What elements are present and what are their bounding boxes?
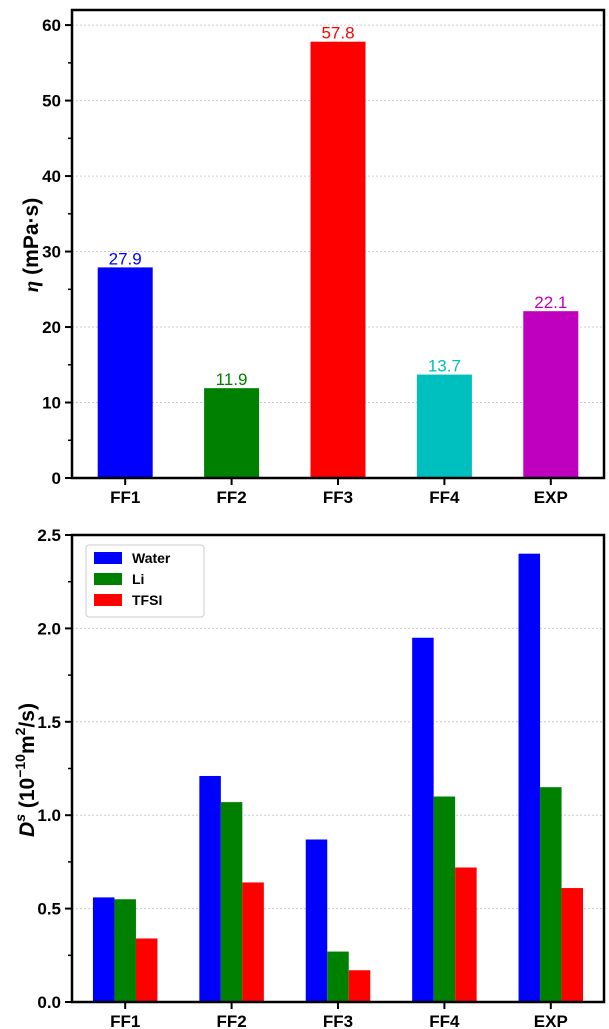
- diffusion-y-axis-label: Ds (10−10m2/s): [12, 703, 39, 837]
- legend-swatch-li: [94, 573, 122, 585]
- diffusion-bar-tfsi-exp: [561, 888, 584, 1002]
- diffusion-x-tick-label-ff3: FF3: [323, 1012, 353, 1029]
- diffusion-bar-tfsi-ff3: [348, 970, 371, 1002]
- diffusion-bar-li-ff3: [327, 951, 349, 1002]
- diffusion-bar-water-ff1: [92, 897, 115, 1002]
- viscosity-bar-ff2: [204, 388, 260, 478]
- diffusion-y-axis-units-open: (10: [16, 778, 39, 814]
- diffusion-y-axis-units-m-exp: 2: [12, 727, 28, 735]
- diffusion-y-axis-units-m: m: [16, 735, 39, 754]
- viscosity-ticks: 0 10 20 30 40 50 60 FF1 FF2 FF3 FF4 EXP: [42, 16, 568, 507]
- diffusion-y-axis-symbol: D: [16, 822, 39, 837]
- diffusion-x-tick-label-ff1: FF1: [110, 1012, 140, 1029]
- diffusion-legend: Water Li TFSI: [85, 544, 205, 618]
- legend-label-water: Water: [132, 550, 171, 566]
- diffusion-bar-water-ff2: [199, 775, 221, 1002]
- viscosity-data-label-ff3: 57.8: [321, 24, 354, 43]
- diffusion-bar-li-exp: [540, 787, 562, 1002]
- viscosity-y-tick-label: 40: [42, 167, 61, 186]
- diffusion-x-tick-label-ff2: FF2: [216, 1012, 246, 1029]
- viscosity-bars: [97, 41, 579, 479]
- legend-swatch-tfsi: [94, 594, 122, 606]
- diffusion-y-tick-label: 2.5: [37, 526, 61, 545]
- diffusion-y-tick-label: 0.5: [37, 900, 61, 919]
- viscosity-x-tick-label-ff3: FF3: [323, 488, 353, 507]
- diffusion-bar-tfsi-ff1: [135, 938, 158, 1002]
- diffusion-y-tick-label: 1.5: [37, 713, 61, 732]
- viscosity-data-label-ff4: 13.7: [428, 357, 461, 376]
- viscosity-y-tick-label: 10: [42, 394, 61, 413]
- diffusion-y-axis-units-close: /s): [16, 703, 39, 728]
- viscosity-bar-ff1: [97, 267, 153, 478]
- diffusion-bar-tfsi-ff4: [455, 867, 477, 1002]
- viscosity-y-axis-label: η (mPa·s): [19, 198, 43, 292]
- diffusion-bar-li-ff2: [220, 802, 243, 1002]
- viscosity-y-tick-label: 30: [42, 243, 61, 262]
- diffusion-bar-water-exp: [518, 553, 541, 1002]
- diffusion-bar-water-ff4: [412, 637, 434, 1002]
- viscosity-y-tick-label: 0: [52, 469, 61, 488]
- legend-swatch-water: [94, 552, 122, 564]
- diffusion-bar-li-ff1: [114, 899, 136, 1002]
- viscosity-y-tick-label: 20: [42, 318, 61, 337]
- viscosity-y-tick-label: 50: [42, 92, 61, 111]
- diffusion-y-tick-label: 2.0: [37, 619, 61, 638]
- viscosity-bar-exp: [523, 311, 579, 478]
- diffusion-bar-water-ff3: [305, 839, 328, 1002]
- diffusion-bar-li-ff4: [433, 796, 456, 1002]
- viscosity-x-tick-label-exp: EXP: [534, 488, 568, 507]
- viscosity-x-tick-label-ff2: FF2: [216, 488, 246, 507]
- viscosity-y-tick-label: 60: [42, 16, 61, 35]
- viscosity-data-label-ff1: 27.9: [109, 249, 142, 268]
- diffusion-x-tick-label-ff4: FF4: [429, 1012, 460, 1029]
- diffusion-ticks: 0.0 0.5 1.0 1.5 2.0 2.5 FF1 FF2 FF3 FF4 EXP: [37, 526, 567, 1029]
- diffusion-gridlines: [72, 627, 604, 910]
- viscosity-data-labels: 27.9 11.9 57.8 13.7 22.1: [109, 24, 568, 389]
- viscosity-data-label-exp: 22.1: [534, 293, 567, 312]
- viscosity-x-tick-label-ff1: FF1: [110, 488, 140, 507]
- diffusion-y-tick-label: 0.0: [37, 993, 61, 1012]
- legend-label-li: Li: [132, 571, 144, 587]
- legend-label-tfsi: TFSI: [132, 592, 162, 608]
- viscosity-x-tick-label-ff4: FF4: [429, 488, 460, 507]
- diffusion-y-axis-symbol-sup: s: [12, 814, 28, 822]
- diffusion-bars: [92, 553, 584, 1002]
- diffusion-bar-tfsi-ff2: [242, 882, 264, 1002]
- viscosity-y-axis-units: (mPa·s): [20, 198, 43, 281]
- viscosity-data-label-ff2: 11.9: [216, 370, 248, 389]
- viscosity-y-axis-symbol: η: [19, 281, 43, 293]
- viscosity-bar-ff4: [416, 374, 472, 478]
- diffusion-chart: 0.0 0.5 1.0 1.5 2.0 2.5 FF1 FF2 FF3 FF4 EXP Water L…: [12, 526, 606, 1029]
- diffusion-y-tick-label: 1.0: [37, 806, 61, 825]
- viscosity-chart: 27.9 11.9 57.8 13.7 22.1 0 10 20 30 40 50 60 FF1 FF2…: [19, 8, 606, 507]
- viscosity-bar-ff3: [310, 41, 366, 479]
- diffusion-y-axis-units-exp: −10: [12, 754, 28, 778]
- diffusion-x-tick-label-exp: EXP: [534, 1012, 568, 1029]
